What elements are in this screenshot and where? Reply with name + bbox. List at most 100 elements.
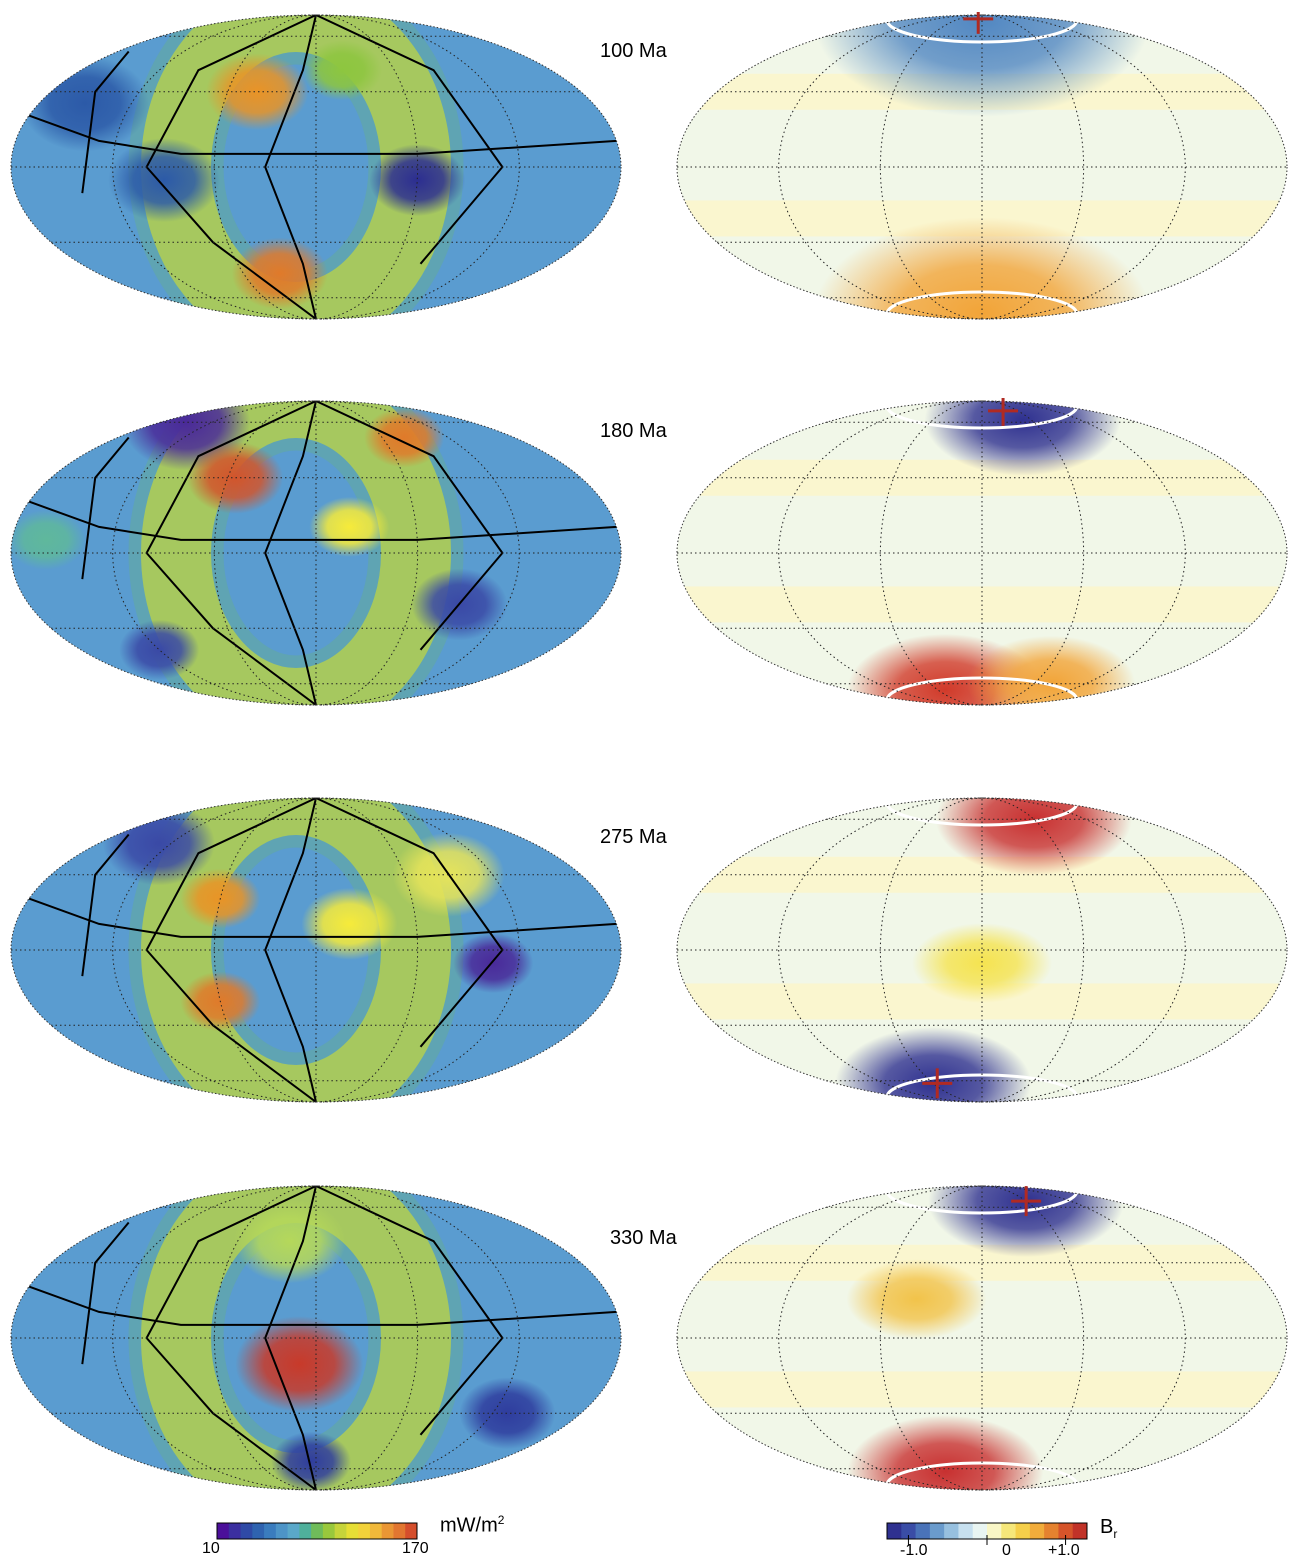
- heat-map-outline: [10, 400, 622, 706]
- plate-boundary: [81, 1221, 130, 1365]
- field-map-outline: [676, 797, 1288, 1103]
- plate-boundary: [315, 15, 504, 265]
- age-label-330ma: 330 Ma: [610, 1227, 677, 1249]
- heat-colorbar-swatch: [275, 1523, 289, 1539]
- age-label-275ma: 275 Ma: [600, 826, 667, 848]
- heat-colorbar-swatch: [334, 1523, 347, 1539]
- field-colorbar-label-min: -1.0: [900, 1542, 928, 1559]
- heat-colorbar-swatch: [381, 1523, 394, 1539]
- heat-map-outline: [10, 797, 622, 1103]
- field-graticule: [677, 14, 1287, 320]
- field-colorbar-swatch: [901, 1523, 917, 1539]
- heat-colorbar-swatch: [311, 1523, 324, 1539]
- heat-anomaly: [21, 55, 150, 152]
- age-label-100ma: 100 Ma: [600, 40, 667, 62]
- heat-colorbar-swatch: [405, 1523, 418, 1539]
- age-label-180ma: 180 Ma: [600, 420, 667, 442]
- heat-map-outline: [10, 14, 622, 320]
- field-colorbar-swatch: [944, 1523, 959, 1539]
- heat-anomaly: [459, 1377, 556, 1450]
- field-graticule: [677, 400, 1287, 706]
- heat-colorbar-swatch: [228, 1523, 242, 1539]
- heat-graticule: [11, 14, 621, 320]
- heat-map-outline: [10, 1185, 622, 1491]
- heat-colorbar-swatch: [217, 1523, 230, 1539]
- heat-colorbar-swatch: [369, 1523, 383, 1539]
- field-colorbar-swatch: [1044, 1523, 1059, 1539]
- heat-anomaly: [271, 1431, 352, 1490]
- plate-boundary: [81, 436, 130, 580]
- field-graticule: [677, 1185, 1287, 1491]
- heat-colorbar-swatch: [393, 1523, 406, 1539]
- plate-boundary: [264, 1186, 317, 1490]
- field-flux-patch: [912, 923, 1052, 1004]
- heat-anomaly: [301, 887, 398, 960]
- heat-graticule: [11, 797, 621, 1103]
- heat-anomaly: [364, 407, 445, 468]
- heat-anomaly: [369, 144, 466, 217]
- heat-colorbar-frame: [216, 1522, 418, 1540]
- field-graticule: [677, 797, 1287, 1103]
- field-map-outline: [676, 14, 1288, 320]
- field-colorbar-swatch: [887, 1523, 902, 1539]
- plate-boundary: [28, 897, 617, 938]
- field-map-outline: [676, 1185, 1288, 1491]
- heat-anomaly: [453, 933, 534, 994]
- field-colorbar-unit: Br: [1100, 1516, 1118, 1541]
- heat-anomaly: [231, 237, 328, 310]
- heat-flow-colorbar: [216, 1522, 418, 1540]
- plate-boundary: [315, 401, 504, 651]
- heat-graticule: [11, 1185, 621, 1491]
- heat-colorbar-swatch: [358, 1523, 371, 1539]
- heat-graticule: [11, 400, 621, 706]
- field-colorbar-swatch: [958, 1523, 974, 1539]
- field-colorbar-swatch: [972, 1523, 988, 1539]
- heat-anomaly: [119, 619, 200, 680]
- heat-colorbar-swatch: [264, 1523, 277, 1539]
- field-colorbar-label-zero: 0: [1002, 1542, 1011, 1559]
- heat-anomaly: [11, 509, 86, 570]
- plate-boundary: [81, 833, 130, 977]
- field-colorbar-swatch: [1072, 1523, 1088, 1539]
- heat-anomaly: [302, 40, 383, 101]
- heat-anomaly: [205, 53, 309, 131]
- heat-anomaly: [309, 496, 390, 557]
- heat-colorbar-swatch: [287, 1523, 300, 1539]
- field-flux-patch: [847, 1415, 1044, 1490]
- plate-boundary: [28, 114, 617, 155]
- field-flux-patch: [846, 1259, 987, 1340]
- radial-field-map-275ma: [676, 797, 1288, 1103]
- heat-flow-map-180ma: [10, 400, 622, 706]
- heat-flow-map-275ma: [10, 797, 622, 1103]
- field-colorbar-swatch: [1015, 1523, 1031, 1539]
- heat-colorbar-swatch: [252, 1523, 265, 1539]
- plate-boundary: [315, 1186, 504, 1436]
- plate-boundary: [28, 1285, 617, 1326]
- field-colorbar-label-max: +1.0: [1048, 1542, 1080, 1559]
- radial-field-map-100ma: [676, 12, 1288, 320]
- heat-anomaly: [102, 801, 215, 886]
- plate-boundary: [264, 15, 317, 319]
- field-colorbar-swatch: [1029, 1523, 1045, 1539]
- plate-boundary: [264, 798, 317, 1102]
- plate-boundary: [81, 50, 130, 194]
- plate-boundary: [315, 798, 504, 1048]
- field-colorbar-swatch: [1001, 1523, 1017, 1539]
- heat-colorbar-swatch: [322, 1523, 336, 1539]
- heat-colorbar-swatch: [299, 1523, 312, 1539]
- field-flux-patch: [924, 401, 1121, 476]
- plate-boundary: [264, 401, 317, 705]
- field-colorbar-swatch: [915, 1523, 931, 1539]
- radial-field-map-330ma: [676, 1185, 1288, 1491]
- heat-colorbar-swatch: [240, 1523, 253, 1539]
- heat-anomaly: [233, 1199, 346, 1284]
- heat-flow-map-330ma: [10, 1185, 622, 1491]
- plate-boundary: [28, 500, 617, 541]
- field-colorbar-swatch: [1058, 1523, 1074, 1539]
- field-map-outline: [676, 400, 1288, 706]
- radial-field-map-180ma: [676, 398, 1288, 706]
- heat-anomaly: [187, 441, 284, 514]
- field-colorbar: [886, 1522, 1088, 1545]
- heat-colorbar-min-label: 10: [202, 1540, 220, 1557]
